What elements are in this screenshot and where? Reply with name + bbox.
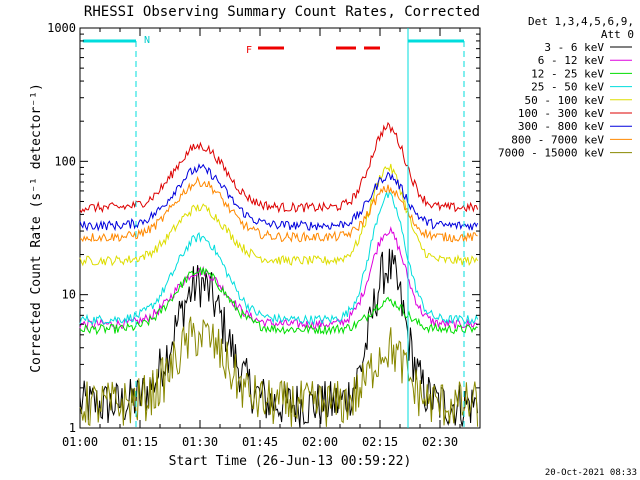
legend-label: 12 - 25 keV bbox=[531, 67, 604, 80]
annotation-n: N bbox=[144, 35, 150, 46]
series-line-2 bbox=[79, 266, 478, 336]
legend-label: 6 - 12 keV bbox=[538, 54, 605, 67]
series-line-7 bbox=[79, 175, 478, 243]
legend-label: 50 - 100 keV bbox=[525, 94, 605, 107]
y-axis-label: Corrected Count Rate (s⁻¹ detector⁻¹) bbox=[29, 83, 44, 373]
series-line-0 bbox=[79, 248, 479, 427]
x-tick-label: 02:15 bbox=[362, 435, 398, 449]
legend-label: 300 - 800 keV bbox=[518, 120, 604, 133]
legend-header-line2: Att 0 bbox=[601, 28, 634, 41]
y-tick-label: 1000 bbox=[47, 21, 76, 35]
annotation-layer: N F bbox=[82, 28, 465, 428]
legend-label: 25 - 50 keV bbox=[531, 81, 604, 94]
axis-layer: 01:00 01:15 01:30 01:45 02:00 02:15 02:30 1 10 10… bbox=[47, 21, 480, 449]
y-tick-label: 100 bbox=[54, 154, 76, 168]
legend-label: 7000 - 15000 keV bbox=[498, 147, 604, 160]
plot-frame bbox=[79, 27, 481, 429]
legend-label: 100 - 300 keV bbox=[518, 107, 604, 120]
series-line-8 bbox=[79, 316, 479, 427]
series-line-1 bbox=[79, 225, 478, 331]
legend-label: 800 - 7000 keV bbox=[511, 133, 604, 146]
x-tick-label: 01:30 bbox=[182, 435, 218, 449]
x-tick-label: 02:00 bbox=[302, 435, 338, 449]
x-tick-label: 01:15 bbox=[122, 435, 158, 449]
annotation-f: F bbox=[246, 45, 252, 56]
chart-title: RHESSI Observing Summary Count Rates, Co… bbox=[84, 4, 480, 20]
series-layer bbox=[79, 121, 479, 427]
series-line-3 bbox=[79, 190, 479, 326]
x-tick-label: 01:45 bbox=[242, 435, 278, 449]
series-line-6 bbox=[79, 163, 479, 232]
y-tick-label: 1 bbox=[69, 421, 76, 435]
x-tick-label: 01:00 bbox=[62, 435, 98, 449]
series-line-4 bbox=[79, 163, 479, 267]
x-tick-label: 02:30 bbox=[422, 435, 458, 449]
y-tick-label: 10 bbox=[62, 288, 76, 302]
series-line-5 bbox=[79, 121, 479, 214]
legend-header-line1: Det 1,3,4,5,6,9, bbox=[528, 15, 634, 28]
footer-timestamp: 20-Oct-2021 08:33 bbox=[545, 468, 637, 478]
x-axis-label: Start Time (26-Jun-13 00:59:22) bbox=[169, 454, 412, 469]
legend-label: 3 - 6 keV bbox=[544, 41, 604, 54]
